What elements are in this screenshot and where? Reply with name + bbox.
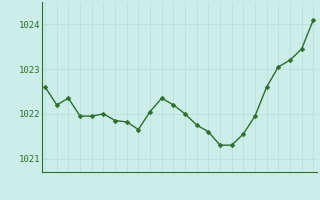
Text: Graphe pression niveau de la mer (hPa): Graphe pression niveau de la mer (hPa) — [48, 187, 272, 197]
Text: 13: 13 — [176, 181, 185, 190]
Text: 19: 19 — [257, 181, 266, 190]
Text: 8: 8 — [110, 181, 115, 190]
Text: 12: 12 — [162, 181, 172, 190]
Text: 23: 23 — [311, 181, 320, 190]
Text: 21: 21 — [284, 181, 293, 190]
Text: 18: 18 — [244, 181, 253, 190]
Text: 22: 22 — [298, 181, 307, 190]
Text: 10: 10 — [135, 181, 144, 190]
Text: 5: 5 — [69, 181, 74, 190]
Text: 20: 20 — [271, 181, 280, 190]
Text: 15: 15 — [203, 181, 212, 190]
Text: 3: 3 — [43, 181, 47, 190]
Text: 1: 1 — [15, 181, 20, 190]
Text: 17: 17 — [230, 181, 239, 190]
Text: 6: 6 — [83, 181, 88, 190]
Text: 16: 16 — [216, 181, 226, 190]
Text: 14: 14 — [189, 181, 198, 190]
Text: 7: 7 — [97, 181, 101, 190]
Text: 2: 2 — [29, 181, 34, 190]
Text: 11: 11 — [148, 181, 158, 190]
Text: 4: 4 — [56, 181, 60, 190]
Text: 9: 9 — [124, 181, 128, 190]
Text: 0: 0 — [2, 181, 6, 190]
